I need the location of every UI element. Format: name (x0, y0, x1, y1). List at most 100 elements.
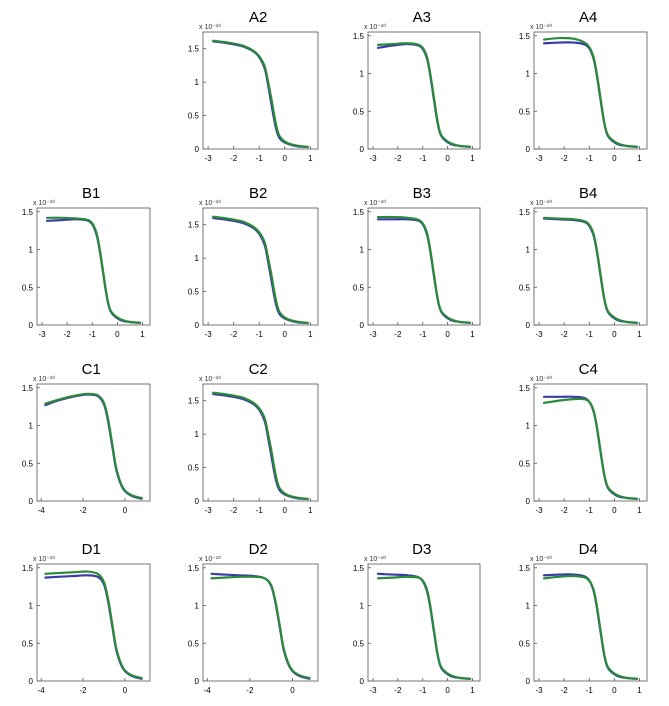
panel-title: D1 (82, 541, 101, 558)
y-tick-label: 1 (360, 246, 365, 255)
y-tick-label: 0 (526, 321, 531, 330)
axes-frame (202, 563, 319, 682)
x-tick-label: -2 (394, 154, 402, 163)
y-tick-label: 0.5 (353, 283, 365, 292)
x-tick-label: 0 (283, 330, 288, 339)
y-tick-label: 1 (29, 602, 34, 611)
x-tick-label: -1 (419, 330, 427, 339)
x-tick-label: 1 (637, 506, 642, 515)
y-tick-label: 0 (526, 145, 531, 154)
y-tick-label: 0.5 (188, 464, 200, 473)
y-tick-label: 1.5 (519, 564, 531, 573)
x-tick-label: -4 (204, 686, 212, 695)
x-tick-label: 1 (470, 154, 475, 163)
x-tick-label: 1 (637, 154, 642, 163)
x-tick-label: -2 (394, 330, 402, 339)
series-line-green (45, 216, 142, 324)
y-tick-label: 1 (195, 78, 200, 87)
y-tick-label: 1.5 (188, 221, 200, 230)
x-tick-label: -3 (535, 154, 543, 163)
y-tick-label: 1 (526, 70, 531, 79)
x-tick-label: -4 (38, 686, 46, 695)
y-scale-label: x 10⁻¹⁰ (199, 375, 221, 383)
chart-panel-d4: D4 x 10⁻¹⁰ -3 -2 -1 0 1 0 0.5 1 1.5 (519, 541, 648, 695)
y-tick-label: 1.5 (188, 564, 200, 573)
x-tick-label: -2 (246, 686, 254, 695)
x-tick-label: -2 (230, 330, 238, 339)
chart-panel-c2: C2 x 10⁻¹⁰ -3 -2 -1 0 1 0 0.5 1 1.5 (188, 361, 319, 515)
y-scale-label: x 10⁻¹⁰ (364, 555, 386, 563)
y-scale-label: x 10⁻¹⁰ (33, 555, 55, 563)
y-tick-label: 1.5 (353, 564, 365, 573)
x-tick-label: -3 (535, 686, 543, 695)
x-tick-label: -2 (561, 330, 569, 339)
chart-panel-a2: A2 x 10⁻¹⁰ -3 -2 -1 0 1 0 0.5 1 1.5 (188, 9, 319, 163)
y-tick-label: 0.5 (22, 639, 34, 648)
panel-title: A2 (249, 9, 267, 26)
y-tick-label: 1 (526, 246, 531, 255)
x-tick-label: -3 (369, 330, 377, 339)
y-scale-label: x 10⁻¹⁰ (530, 555, 552, 563)
y-scale-label: x 10⁻¹⁰ (33, 375, 55, 383)
y-tick-label: 0.5 (519, 283, 531, 292)
y-tick-label: 1 (360, 602, 365, 611)
y-tick-label: 0 (360, 321, 365, 330)
y-tick-label: 0.5 (188, 639, 200, 648)
x-tick-label: -1 (586, 330, 594, 339)
chart-panel-b3: B3 x 10⁻¹⁰ -3 -2 -1 0 1 0 0.5 1 1.5 (353, 185, 481, 339)
y-scale-label: x 10⁻¹⁰ (199, 23, 221, 31)
series-line-green (542, 574, 639, 680)
y-tick-label: 1 (29, 246, 34, 255)
y-tick-label: 1.5 (188, 397, 200, 406)
series-line-green (376, 42, 472, 148)
x-tick-label: 0 (283, 506, 288, 515)
series-line-green (542, 36, 639, 148)
x-tick-label: 1 (470, 686, 475, 695)
chart-panel-c4: C4 x 10⁻¹⁰ -3 -2 -1 0 1 0 0.5 1 1.5 (519, 361, 648, 515)
chart-panel-b4: B4 x 10⁻¹⁰ -3 -2 -1 0 1 0 0.5 1 1.5 (519, 185, 648, 339)
series-line-green (542, 397, 639, 500)
x-tick-label: -1 (419, 686, 427, 695)
panel-title: A3 (413, 9, 431, 26)
y-tick-label: 1.5 (519, 384, 531, 393)
x-tick-label: -1 (256, 330, 264, 339)
x-tick-label: 0 (445, 154, 450, 163)
chart-panel-a4: A4 x 10⁻¹⁰ -3 -2 -1 0 1 0 0.5 1 1.5 (519, 9, 648, 163)
x-tick-label: 0 (123, 506, 128, 515)
panel-title: B1 (82, 185, 100, 202)
x-tick-label: 1 (470, 330, 475, 339)
chart-panel-d2: D2 x 10⁻¹⁰ -4 -2 0 0 0.5 1 1.5 (188, 541, 319, 695)
x-tick-label: 0 (612, 154, 617, 163)
x-tick-label: -2 (230, 506, 238, 515)
x-tick-label: 1 (308, 506, 313, 515)
x-tick-label: -3 (205, 506, 213, 515)
y-tick-label: 1 (195, 254, 200, 263)
y-tick-label: 1.5 (519, 32, 531, 41)
y-tick-label: 1.5 (519, 208, 531, 217)
y-scale-label: x 10⁻¹⁰ (530, 23, 552, 31)
axes-frame (202, 383, 319, 502)
panel-title: C1 (82, 361, 101, 378)
series-line-green (542, 216, 639, 324)
y-tick-label: 1.5 (353, 208, 365, 217)
axes-frame (36, 383, 151, 502)
x-tick-label: -2 (79, 506, 87, 515)
y-scale-label: x 10⁻¹⁰ (530, 375, 552, 383)
x-tick-label: -1 (586, 154, 594, 163)
series-line-green (212, 391, 309, 501)
y-tick-label: 1 (195, 430, 200, 439)
y-tick-label: 1.5 (22, 384, 34, 393)
x-tick-label: 1 (308, 154, 313, 163)
x-tick-label: 0 (612, 686, 617, 695)
series-line-green (44, 570, 143, 680)
x-tick-label: 0 (612, 330, 617, 339)
y-tick-label: 0.5 (353, 107, 365, 116)
series-line-green (44, 392, 143, 500)
y-tick-label: 0.5 (188, 112, 200, 121)
y-scale-label: x 10⁻¹⁰ (199, 199, 221, 207)
x-tick-label: -1 (586, 686, 594, 695)
y-tick-label: 0 (29, 677, 34, 686)
x-tick-label: 1 (637, 330, 642, 339)
series-line-green (210, 575, 311, 680)
